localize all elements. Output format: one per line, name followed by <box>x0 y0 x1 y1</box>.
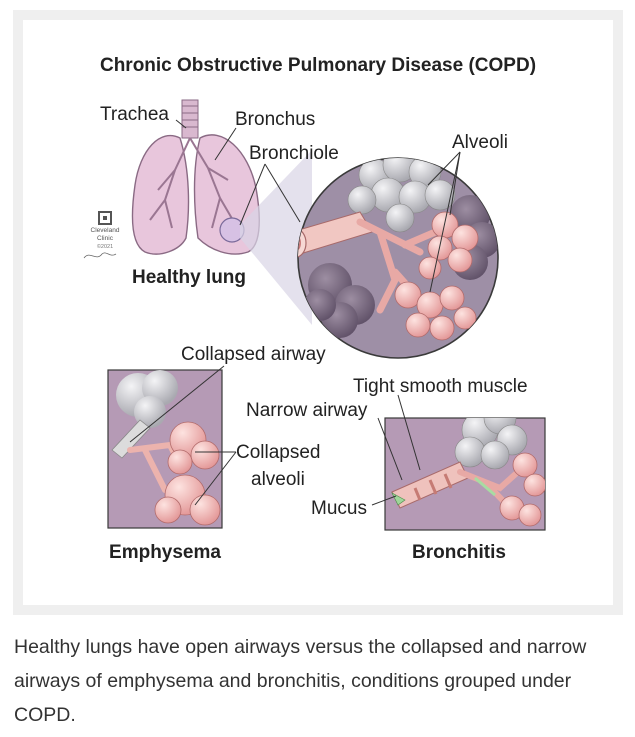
label-narrow-airway: Narrow airway <box>246 400 368 421</box>
magnified-alveoli-view <box>297 157 499 359</box>
label-bronchiole: Bronchiole <box>249 143 339 164</box>
label-collapsed-alveoli-line2: alveoli <box>251 469 305 490</box>
logo-line-2: Clinic <box>97 235 114 242</box>
label-emphysema: Emphysema <box>109 542 221 563</box>
bronchitis-panel <box>384 417 546 531</box>
leader-lines-bottom <box>129 365 421 506</box>
leader-lines-top <box>175 119 461 293</box>
label-tight-smooth-muscle: Tight smooth muscle <box>353 376 528 397</box>
logo-line-1: Cleveland <box>91 227 120 234</box>
emphysema-panel <box>107 369 223 529</box>
label-mucus: Mucus <box>311 498 367 519</box>
logo-year: ©2021 <box>97 243 113 250</box>
label-bronchitis: Bronchitis <box>412 542 506 563</box>
label-collapsed-alveoli-line1: Collapsed <box>236 442 321 463</box>
label-trachea: Trachea <box>100 104 169 125</box>
label-bronchus: Bronchus <box>235 109 315 130</box>
label-collapsed-airway: Collapsed airway <box>181 344 326 365</box>
label-alveoli: Alveoli <box>452 132 508 153</box>
artist-signature <box>83 252 117 259</box>
label-healthy-lung: Healthy lung <box>132 267 246 288</box>
cleveland-clinic-logo: Cleveland Clinic ©2021 <box>83 211 120 259</box>
figure-caption: Healthy lungs have open airways versus t… <box>14 636 587 726</box>
figure-title: Chronic Obstructive Pulmonary Disease (C… <box>100 55 536 76</box>
